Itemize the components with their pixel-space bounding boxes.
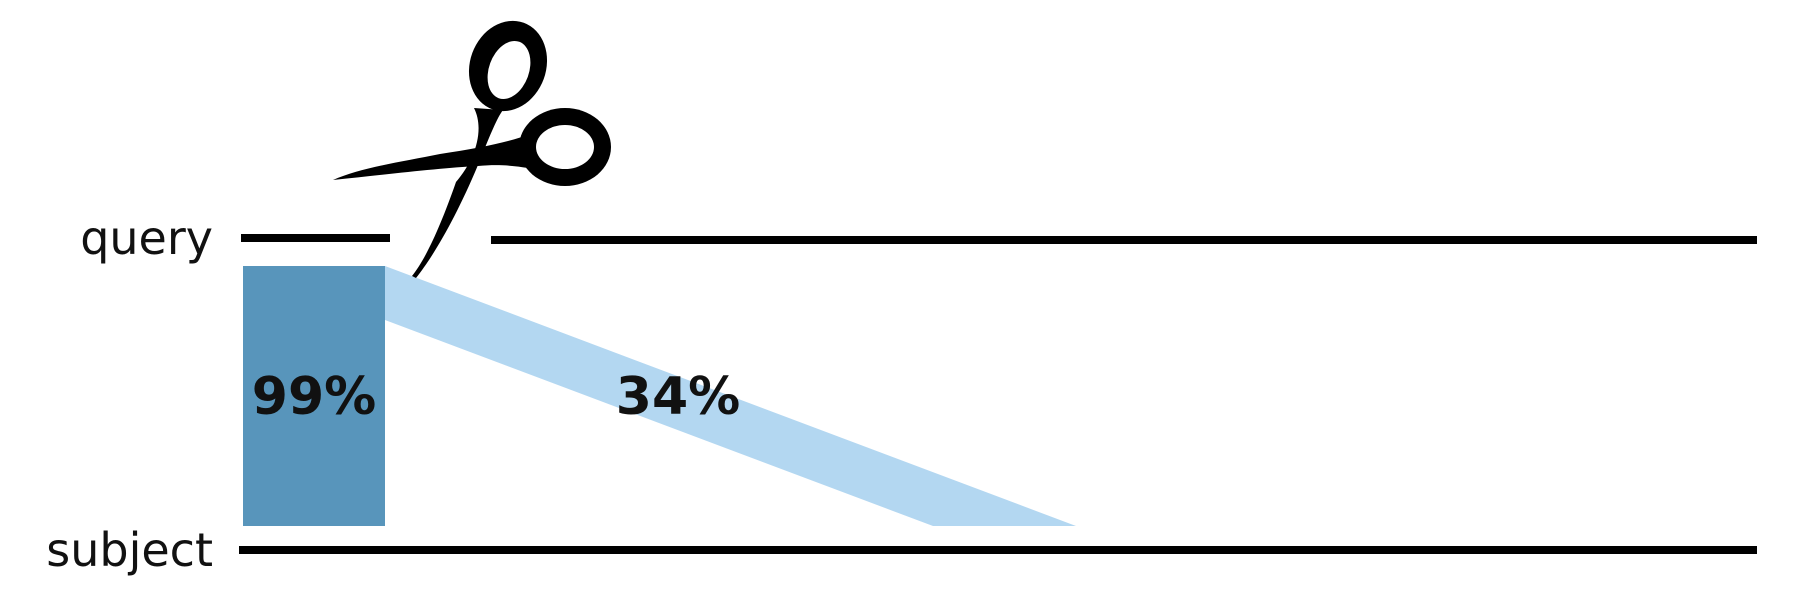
strong-alignment-block <box>243 266 385 526</box>
weak-alignment-identity: 34% <box>616 367 740 427</box>
query-label: query <box>80 211 213 265</box>
scissors-icon <box>333 20 611 278</box>
weak-alignment-band <box>385 266 1076 526</box>
subject-label: subject <box>46 523 213 577</box>
strong-alignment-identity: 99% <box>252 367 376 427</box>
